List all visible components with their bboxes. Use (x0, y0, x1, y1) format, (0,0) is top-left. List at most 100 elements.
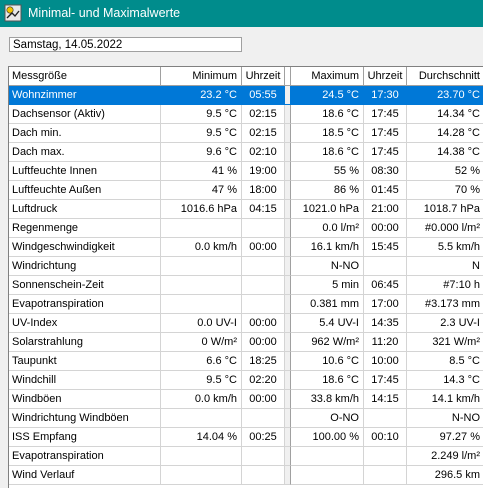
cell-max-value: 1021.0 hPa (291, 200, 364, 219)
cell-min-time (242, 466, 285, 485)
cell-min-time (242, 276, 285, 295)
date-display-field[interactable]: Samstag, 14.05.2022 (9, 37, 242, 52)
table-row[interactable]: Dachsensor (Aktiv) 9.5 °C 02:15 18.6 °C 17:4… (9, 105, 483, 124)
cell-avg-value: #3.173 mm (407, 295, 483, 314)
cell-min-value (161, 276, 242, 295)
column-separator (285, 86, 291, 105)
cell-min-value: 23.2 °C (161, 86, 242, 105)
table-row[interactable]: Windgeschwindigkeit 0.0 km/h 00:00 16.1 km/… (9, 238, 483, 257)
cell-min-value (161, 466, 242, 485)
cell-min-time (242, 257, 285, 276)
cell-max-time: 10:00 (364, 352, 407, 371)
column-header-uhrzeit-max[interactable]: Uhrzeit (364, 67, 407, 86)
cell-min-value (161, 219, 242, 238)
cell-max-time: 17:45 (364, 124, 407, 143)
cell-min-value: 0 W/m² (161, 333, 242, 352)
cell-min-time: 02:15 (242, 105, 285, 124)
cell-row-label: Dachsensor (Aktiv) (9, 105, 161, 124)
table-row[interactable]: Evapotranspiration 0.381 mm 17:00 #3.173 mm (9, 295, 483, 314)
cell-max-value: 18.5 °C (291, 124, 364, 143)
cell-max-value (291, 466, 364, 485)
min-max-table[interactable]: Messgröße Minimum Uhrzeit Maximum Uhrzei… (8, 66, 483, 488)
cell-min-value: 0.0 km/h (161, 238, 242, 257)
table-row[interactable]: Wohnzimmer 23.2 °C 05:55 24.5 °C 17:30 23.70 … (9, 86, 483, 105)
cell-max-value: 0.0 l/m² (291, 219, 364, 238)
column-header-maximum[interactable]: Maximum (291, 67, 364, 86)
cell-row-label: Wind Verlauf (9, 466, 161, 485)
cell-min-value (161, 447, 242, 466)
table-row[interactable]: Dach min. 9.5 °C 02:15 18.5 °C 17:45 14.28 °C (9, 124, 483, 143)
column-header-uhrzeit-min[interactable]: Uhrzeit (242, 67, 285, 86)
cell-min-time: 00:00 (242, 238, 285, 257)
cell-row-label: UV-Index (9, 314, 161, 333)
table-row[interactable]: Evapotranspiration 2.249 l/m² (9, 447, 483, 466)
column-header-messgroesse[interactable]: Messgröße (9, 67, 161, 86)
column-separator (285, 352, 291, 371)
table-row[interactable]: Sonnenschein-Zeit 5 min 06:45 #7:10 h (9, 276, 483, 295)
cell-max-time: 06:45 (364, 276, 407, 295)
cell-avg-value: 8.5 °C (407, 352, 483, 371)
table-row[interactable]: Wind Verlauf 296.5 km (9, 466, 483, 485)
cell-max-value (291, 447, 364, 466)
cell-min-value: 6.6 °C (161, 352, 242, 371)
cell-min-time: 02:10 (242, 143, 285, 162)
column-separator (285, 257, 291, 276)
table-row[interactable]: Windböen 0.0 km/h 00:00 33.8 km/h 14:15 14.1 … (9, 390, 483, 409)
cell-row-label: Evapotranspiration (9, 295, 161, 314)
table-row[interactable]: ISS Empfang 14.04 % 00:25 100.00 % 00:10 97.2… (9, 428, 483, 447)
column-header-minimum[interactable]: Minimum (161, 67, 242, 86)
cell-min-value: 0.0 km/h (161, 390, 242, 409)
cell-max-value: 962 W/m² (291, 333, 364, 352)
table-row[interactable]: Taupunkt 6.6 °C 18:25 10.6 °C 10:00 8.5 °C (9, 352, 483, 371)
column-separator (285, 466, 291, 485)
column-separator (285, 447, 291, 466)
cell-min-time: 00:00 (242, 390, 285, 409)
cell-avg-value: 2.3 UV-I (407, 314, 483, 333)
cell-avg-value: 23.70 °C (407, 86, 483, 105)
cell-row-label: Windgeschwindigkeit (9, 238, 161, 257)
cell-row-label: Regenmenge (9, 219, 161, 238)
table-row[interactable]: Solarstrahlung 0 W/m² 00:00 962 W/m² 11:20 32… (9, 333, 483, 352)
table-row[interactable]: Windchill 9.5 °C 02:20 18.6 °C 17:45 14.3 °C (9, 371, 483, 390)
cell-avg-value: 296.5 km (407, 466, 483, 485)
cell-max-time (364, 466, 407, 485)
column-separator (285, 390, 291, 409)
column-header-durchschnitt[interactable]: Durchschnitt (407, 67, 483, 86)
cell-row-label: Windrichtung (9, 257, 161, 276)
cell-max-value: 18.6 °C (291, 143, 364, 162)
cell-min-time (242, 295, 285, 314)
cell-max-value: 24.5 °C (291, 86, 364, 105)
cell-max-time: 17:45 (364, 105, 407, 124)
cell-row-label: Evapotranspiration (9, 447, 161, 466)
column-separator (285, 428, 291, 447)
table-row[interactable]: Regenmenge 0.0 l/m² 00:00 #0.000 l/m² (9, 219, 483, 238)
table-row[interactable]: Windrichtung Windböen O-NO N-NO (9, 409, 483, 428)
cell-min-value (161, 257, 242, 276)
cell-avg-value: 321 W/m² (407, 333, 483, 352)
cell-max-value: 86 % (291, 181, 364, 200)
cell-max-value: 33.8 km/h (291, 390, 364, 409)
cell-max-value: 18.6 °C (291, 105, 364, 124)
cell-row-label: Luftdruck (9, 200, 161, 219)
table-row[interactable]: Luftfeuchte Außen 47 % 18:00 86 % 01:45 70 % (9, 181, 483, 200)
cell-max-time: 17:45 (364, 143, 407, 162)
table-row[interactable]: Windrichtung N-NO N (9, 257, 483, 276)
cell-row-label: Luftfeuchte Außen (9, 181, 161, 200)
column-separator (285, 295, 291, 314)
cell-min-value (161, 295, 242, 314)
cell-row-label: Windchill (9, 371, 161, 390)
title-bar[interactable]: Minimal- und Maximalwerte (0, 0, 483, 27)
cell-avg-value: #7:10 h (407, 276, 483, 295)
table-row[interactable]: Luftfeuchte Innen 41 % 19:00 55 % 08:30 52 % (9, 162, 483, 181)
cell-min-time: 19:00 (242, 162, 285, 181)
table-row[interactable]: Dach max. 9.6 °C 02:10 18.6 °C 17:45 14.38 °C (9, 143, 483, 162)
cell-min-time (242, 219, 285, 238)
cell-min-value: 47 % (161, 181, 242, 200)
column-separator (285, 67, 291, 86)
cell-min-value: 9.5 °C (161, 371, 242, 390)
table-row[interactable]: UV-Index 0.0 UV-I 00:00 5.4 UV-I 14:35 2.3 UV… (9, 314, 483, 333)
cell-max-value: 10.6 °C (291, 352, 364, 371)
column-separator (285, 181, 291, 200)
table-row[interactable]: Luftdruck 1016.6 hPa 04:15 1021.0 hPa 21:00 1… (9, 200, 483, 219)
cell-min-time: 18:25 (242, 352, 285, 371)
